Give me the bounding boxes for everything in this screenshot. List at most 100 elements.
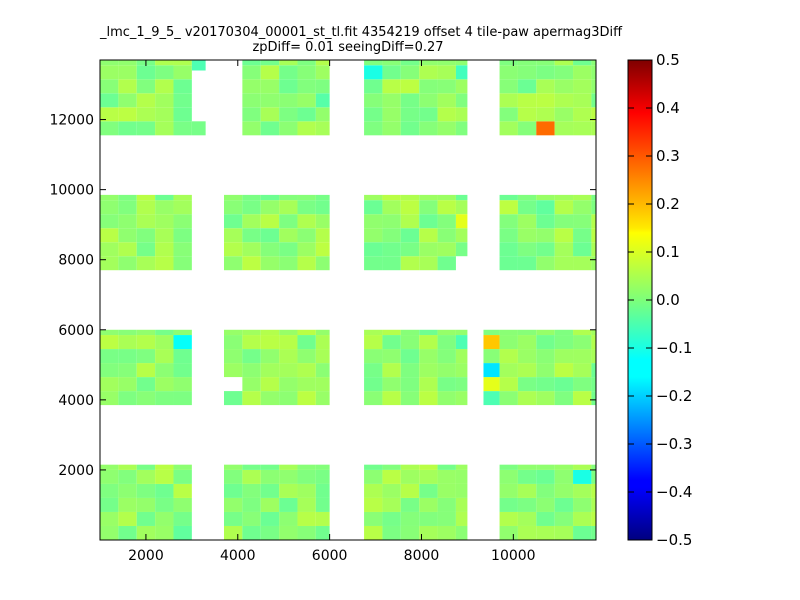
- heatmap-cell: [297, 525, 316, 540]
- heatmap-cell: [591, 79, 596, 94]
- heatmap-cell: [224, 469, 243, 484]
- heatmap-cell: [242, 363, 261, 378]
- heatmap-cell: [437, 497, 456, 512]
- heatmap-cell: [224, 194, 243, 201]
- heatmap-cell: [591, 200, 596, 215]
- heatmap-cell: [499, 214, 518, 229]
- heatmap-cell: [419, 377, 438, 392]
- heatmap-cell: [315, 242, 330, 257]
- heatmap-cell: [173, 121, 192, 136]
- heatmap-cell: [155, 469, 174, 484]
- heatmap-cell: [279, 329, 298, 336]
- heatmap-cell: [517, 121, 537, 136]
- heatmap-cell: [100, 391, 119, 406]
- heatmap-cell: [155, 511, 174, 526]
- heatmap-cell: [173, 228, 192, 243]
- heatmap-cell: [554, 60, 574, 66]
- colorbar-tick-label: −0.2: [656, 387, 692, 405]
- heatmap-cell: [279, 349, 298, 364]
- heatmap-cell: [118, 228, 137, 243]
- heatmap-cell: [297, 228, 316, 243]
- heatmap-cell: [536, 525, 555, 540]
- heatmap-cell: [242, 79, 261, 94]
- heatmap-cell: [118, 349, 137, 364]
- heatmap-cell: [364, 391, 383, 406]
- heatmap-cell: [455, 469, 468, 484]
- heatmap-cell: [554, 329, 574, 336]
- heatmap-cell: [136, 228, 156, 243]
- heatmap-cell: [554, 200, 574, 215]
- heatmap-cell: [260, 242, 280, 257]
- heatmap-cell: [382, 377, 401, 392]
- heatmap-cell: [173, 511, 192, 526]
- heatmap-cell: [136, 363, 156, 378]
- heatmap-cell: [118, 194, 137, 201]
- heatmap-cell: [591, 335, 596, 350]
- heatmap-cell: [591, 483, 596, 498]
- heatmap-cell: [173, 483, 192, 498]
- heatmap-cell: [242, 329, 261, 336]
- heatmap-cell: [455, 93, 468, 108]
- heatmap-cell: [382, 349, 401, 364]
- heatmap-cell: [118, 377, 137, 392]
- colorbar-tick-label: 0.0: [656, 291, 680, 309]
- heatmap-cell: [118, 200, 137, 215]
- heatmap-cell: [260, 483, 280, 498]
- heatmap-cell: [279, 60, 298, 66]
- heatmap-cell: [554, 65, 574, 80]
- heatmap-cell: [136, 214, 156, 229]
- heatmap-cell: [297, 329, 316, 336]
- heatmap-cell: [100, 228, 119, 243]
- heatmap-cell: [242, 469, 261, 484]
- heatmap-cell: [118, 93, 137, 108]
- heatmap-cell: [173, 329, 192, 336]
- heatmap-cell: [242, 107, 261, 122]
- heatmap-cell: [536, 228, 555, 243]
- heatmap-cell: [536, 363, 555, 378]
- heatmap-cell: [118, 121, 137, 136]
- heatmap-cell: [297, 511, 316, 526]
- heatmap-cell: [260, 469, 280, 484]
- heatmap-cell: [315, 107, 330, 122]
- heatmap-cell: [517, 242, 537, 257]
- heatmap-cell: [118, 363, 137, 378]
- y-tick-label: 6000: [58, 323, 94, 339]
- colorbar-tick-label: −0.1: [656, 339, 692, 357]
- heatmap-cell: [279, 200, 298, 215]
- heatmap-cell: [242, 214, 261, 229]
- heatmap-cell: [136, 525, 156, 540]
- heatmap-cell: [173, 79, 192, 94]
- y-tick-label: 8000: [58, 253, 94, 269]
- heatmap-cell: [173, 363, 192, 378]
- heatmap-cell: [437, 377, 456, 392]
- heatmap-cell: [155, 242, 174, 257]
- heatmap-cell: [455, 349, 468, 364]
- heatmap-cell: [136, 242, 156, 257]
- heatmap-cell: [100, 497, 119, 512]
- heatmap-cell: [554, 93, 574, 108]
- heatmap-cell: [455, 65, 468, 80]
- heatmap-cell: [382, 363, 401, 378]
- heatmap-cell: [573, 377, 592, 392]
- heatmap-cell: [400, 228, 420, 243]
- heatmap-cell: [155, 525, 174, 540]
- heatmap-cell: [536, 200, 555, 215]
- heatmap-cell: [364, 464, 383, 470]
- heatmap-cell: [400, 349, 420, 364]
- heatmap-cell: [499, 228, 518, 243]
- colorbar-tick-label: 0.4: [656, 99, 680, 117]
- heatmap-cell: [297, 497, 316, 512]
- heatmap-cell: [100, 194, 119, 201]
- heatmap-cell: [573, 228, 592, 243]
- heatmap-cell: [455, 200, 468, 215]
- heatmap-cell: [315, 200, 330, 215]
- heatmap-cell: [382, 194, 401, 201]
- heatmap-cell: [400, 79, 420, 94]
- heatmap-cell: [173, 242, 192, 257]
- heatmap-cell: [554, 377, 574, 392]
- heatmap-cell: [315, 214, 330, 229]
- heatmap-cell: [483, 349, 500, 364]
- heatmap-cell: [437, 121, 456, 136]
- heatmap-cell: [499, 464, 518, 470]
- chart-title: _lmc_1_9_5_ v20170304_00001_st_tl.fit 43…: [100, 25, 623, 40]
